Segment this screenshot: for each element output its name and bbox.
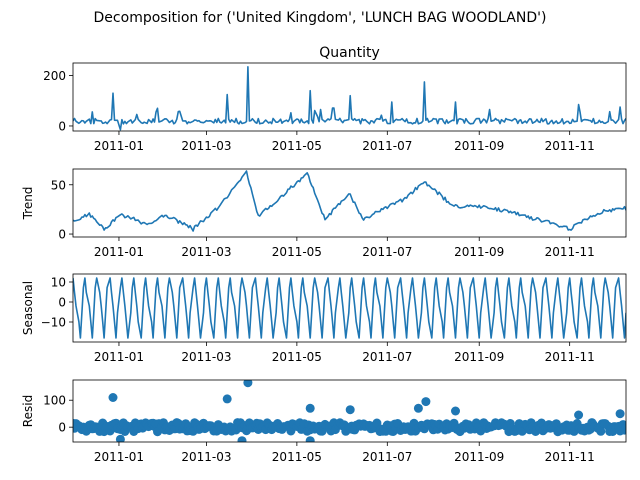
- x-tick-label: 2011-07: [362, 450, 412, 464]
- x-tick-label: 2011-11: [545, 350, 595, 364]
- y-tick-label: 10: [51, 276, 66, 290]
- x-tick-label: 2011-07: [362, 139, 412, 153]
- seasonal-line: [73, 277, 626, 339]
- x-tick-label: 2011-05: [272, 139, 322, 153]
- x-tick-label: 2011-03: [181, 139, 231, 153]
- y-tick-label: 0: [58, 119, 66, 133]
- series-line: [73, 170, 626, 232]
- x-tick-label: 2011-07: [362, 350, 412, 364]
- resid-point: [108, 393, 118, 402]
- x-tick-label: 2011-09: [454, 245, 504, 259]
- y-axis-label: Seasonal: [21, 281, 35, 335]
- x-tick-label: 2011-11: [545, 139, 595, 153]
- x-tick-label: 2011-09: [454, 139, 504, 153]
- axes-frame: [72, 379, 627, 443]
- resid-point: [305, 403, 315, 413]
- x-tick-label: 2011-05: [272, 450, 322, 464]
- axes-frame: [72, 273, 627, 343]
- x-tick-label: 2011-11: [545, 450, 595, 464]
- axes-frame: [72, 168, 627, 238]
- resid-point: [237, 436, 247, 442]
- axes-frame: [72, 62, 627, 132]
- x-tick-label: 2011-03: [181, 245, 231, 259]
- subplot-1: Quantity 0 200 2011-01 2011-03 2011-05 2011-07…: [43, 45, 627, 153]
- subplot-title: Quantity: [319, 45, 380, 61]
- subplot-4: Resid 0 100 2011-01 2011-03 2011-05 2011-07 201…: [21, 379, 627, 464]
- y-axis-label: Resid: [21, 395, 35, 427]
- x-tick-label: 2011-03: [181, 350, 231, 364]
- resid-point: [615, 409, 625, 419]
- resid-point: [421, 397, 431, 407]
- resid-point: [222, 394, 232, 404]
- y-tick-label: 100: [43, 394, 66, 408]
- resid-point: [574, 410, 584, 420]
- y-tick-label: 0: [58, 421, 66, 435]
- y-tick-label: 200: [43, 69, 66, 83]
- x-tick-label: 2011-11: [545, 245, 595, 259]
- resid-point: [451, 406, 460, 416]
- resid-point: [596, 426, 606, 436]
- resid-point: [305, 436, 315, 442]
- x-tick-label: 2011-03: [181, 450, 231, 464]
- x-tick-label: 2011-01: [94, 350, 144, 364]
- subplot-2: Trend 0 50 2011-01 2011-03 2011-05 2011-07 2011…: [21, 168, 627, 259]
- resid-point: [621, 424, 626, 434]
- x-tick-label: 2011-07: [362, 245, 412, 259]
- x-tick-label: 2011-05: [272, 350, 322, 364]
- x-tick-label: 2011-09: [454, 350, 504, 364]
- series-line: [73, 66, 626, 131]
- y-tick-label: 50: [51, 178, 66, 192]
- resid-point: [345, 405, 355, 415]
- figure-suptitle: Decomposition for ('United Kingdom', 'LU…: [94, 10, 547, 26]
- y-axis-label: Trend: [21, 187, 35, 221]
- x-tick-label: 2011-09: [454, 450, 504, 464]
- x-tick-label: 2011-01: [94, 139, 144, 153]
- x-tick-label: 2011-05: [272, 245, 322, 259]
- resid-point: [243, 380, 253, 388]
- resid-point: [115, 434, 125, 442]
- resid-point: [413, 403, 423, 413]
- y-tick-label: −10: [41, 316, 66, 330]
- subplot-3: Seasonal 10 0 −10 2011-01 2011-03 2011-05 2011-…: [21, 273, 627, 364]
- x-tick-label: 2011-01: [94, 245, 144, 259]
- y-tick-label: 0: [58, 296, 66, 310]
- y-tick-label: 0: [58, 228, 66, 242]
- x-tick-label: 2011-01: [94, 450, 144, 464]
